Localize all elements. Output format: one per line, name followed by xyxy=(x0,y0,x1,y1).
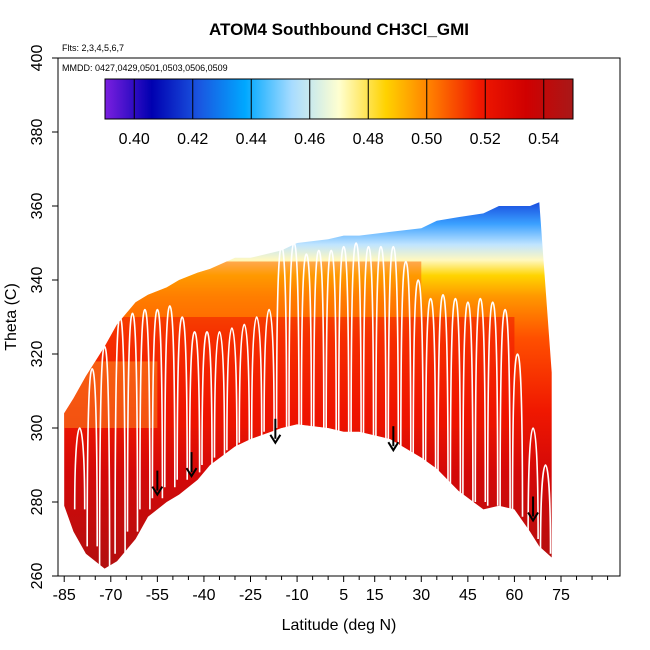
flight-profile xyxy=(288,242,300,429)
sample-arrow xyxy=(185,452,198,478)
flight-profile xyxy=(275,245,288,429)
colorbar-tick-label: 0.54 xyxy=(528,131,559,148)
flight-profile xyxy=(151,308,164,499)
colorbar-tick-label: 0.46 xyxy=(294,131,325,148)
flight-profile xyxy=(201,330,213,466)
flight-profile xyxy=(350,242,362,440)
y-tick-label: 260 xyxy=(29,563,46,590)
colorbar-tick-label: 0.42 xyxy=(177,131,208,148)
colorbar-gradient xyxy=(105,79,573,119)
flight-profile xyxy=(164,305,176,488)
x-tick-label: 5 xyxy=(339,587,348,604)
flight-profile xyxy=(474,297,487,503)
y-tick-label: 340 xyxy=(29,267,46,294)
flights-note: Flts: 2,3,4,5,6,7 xyxy=(62,43,124,53)
colorbar-tick-label: 0.44 xyxy=(236,131,267,148)
x-tick-label: 60 xyxy=(506,587,524,604)
x-axis: -85 -70 -55 -40 -25 -10 5 15 30 45 60 75 xyxy=(53,576,609,604)
colorbar-frame xyxy=(104,78,574,120)
y-tick-label: 320 xyxy=(29,341,46,368)
x-tick-label: 15 xyxy=(366,587,384,604)
y-tick-label: 400 xyxy=(29,45,46,72)
sample-arrow xyxy=(527,496,539,523)
flight-profile xyxy=(437,293,449,491)
sample-arrow xyxy=(269,418,282,445)
flight-profile xyxy=(226,327,238,451)
x-axis-label: Latitude (deg N) xyxy=(282,617,397,634)
flight-profile xyxy=(486,301,499,506)
flight-profile xyxy=(400,260,412,466)
colorbar-tick-label: 0.52 xyxy=(470,131,501,148)
y-axis-label: Theta (C) xyxy=(3,283,20,351)
flight-profile xyxy=(213,330,226,458)
flight-profile xyxy=(412,279,424,477)
x-tick-label: -10 xyxy=(286,587,309,604)
sample-arrow xyxy=(151,470,164,497)
flight-profile xyxy=(98,345,111,569)
x-tick-label: -55 xyxy=(146,587,169,604)
flight-profile xyxy=(337,245,350,436)
flight-profile xyxy=(539,464,552,554)
colorbar-tick-label: 0.48 xyxy=(353,131,384,148)
colorbar-tick-label: 0.50 xyxy=(411,131,442,148)
colorbar: 0.40 0.42 0.44 0.46 0.48 0.50 0.52 0.54 xyxy=(104,78,574,148)
flight-profile xyxy=(387,245,400,458)
dates-note: MMDD: 0427,0429,0501,0503,0506,0509 xyxy=(62,63,228,73)
flight-profile xyxy=(126,312,139,532)
chart-title: ATOM4 Southbound CH3Cl_GMI xyxy=(209,20,469,39)
flight-profile xyxy=(511,353,524,517)
y-tick-label: 360 xyxy=(29,193,46,220)
y-tick-label: 300 xyxy=(29,415,46,442)
flight-profile xyxy=(313,249,325,429)
flight-profile xyxy=(238,323,251,443)
plot-frame xyxy=(57,57,621,577)
flight-profile xyxy=(139,308,151,510)
x-tick-label: 30 xyxy=(412,587,430,604)
y-tick-label: 380 xyxy=(29,119,46,146)
x-tick-label: -70 xyxy=(99,587,122,604)
flight-profile xyxy=(527,427,539,540)
x-tick-label: -25 xyxy=(239,587,262,604)
x-tick-label: -40 xyxy=(192,587,215,604)
flight-profile xyxy=(325,249,337,432)
flight-profile xyxy=(188,330,201,473)
flight-profile xyxy=(300,253,313,429)
x-tick-label: 75 xyxy=(552,587,570,604)
flight-profile xyxy=(250,316,263,440)
flight-profile xyxy=(362,245,375,443)
x-tick-label: -85 xyxy=(53,587,76,604)
flight-profile xyxy=(462,301,474,506)
flight-profile xyxy=(499,308,511,510)
flight-profile xyxy=(86,367,98,547)
flight-profile xyxy=(375,245,387,447)
flight-profile xyxy=(176,316,188,480)
y-axis: 260 280 300 320 340 360 380 400 xyxy=(29,45,58,590)
sample-arrow xyxy=(387,426,400,453)
flight-profile xyxy=(114,316,126,554)
flight-profile xyxy=(263,308,275,432)
flight-profile xyxy=(424,297,437,484)
y-tick-label: 280 xyxy=(29,489,46,516)
flight-profile xyxy=(73,427,86,510)
x-tick-label: 45 xyxy=(459,587,477,604)
colorbar-tick-label: 0.40 xyxy=(119,131,150,148)
flight-profile xyxy=(449,297,462,499)
